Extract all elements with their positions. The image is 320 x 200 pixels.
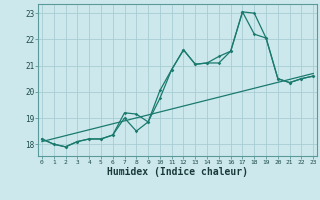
X-axis label: Humidex (Indice chaleur): Humidex (Indice chaleur) [107, 167, 248, 177]
